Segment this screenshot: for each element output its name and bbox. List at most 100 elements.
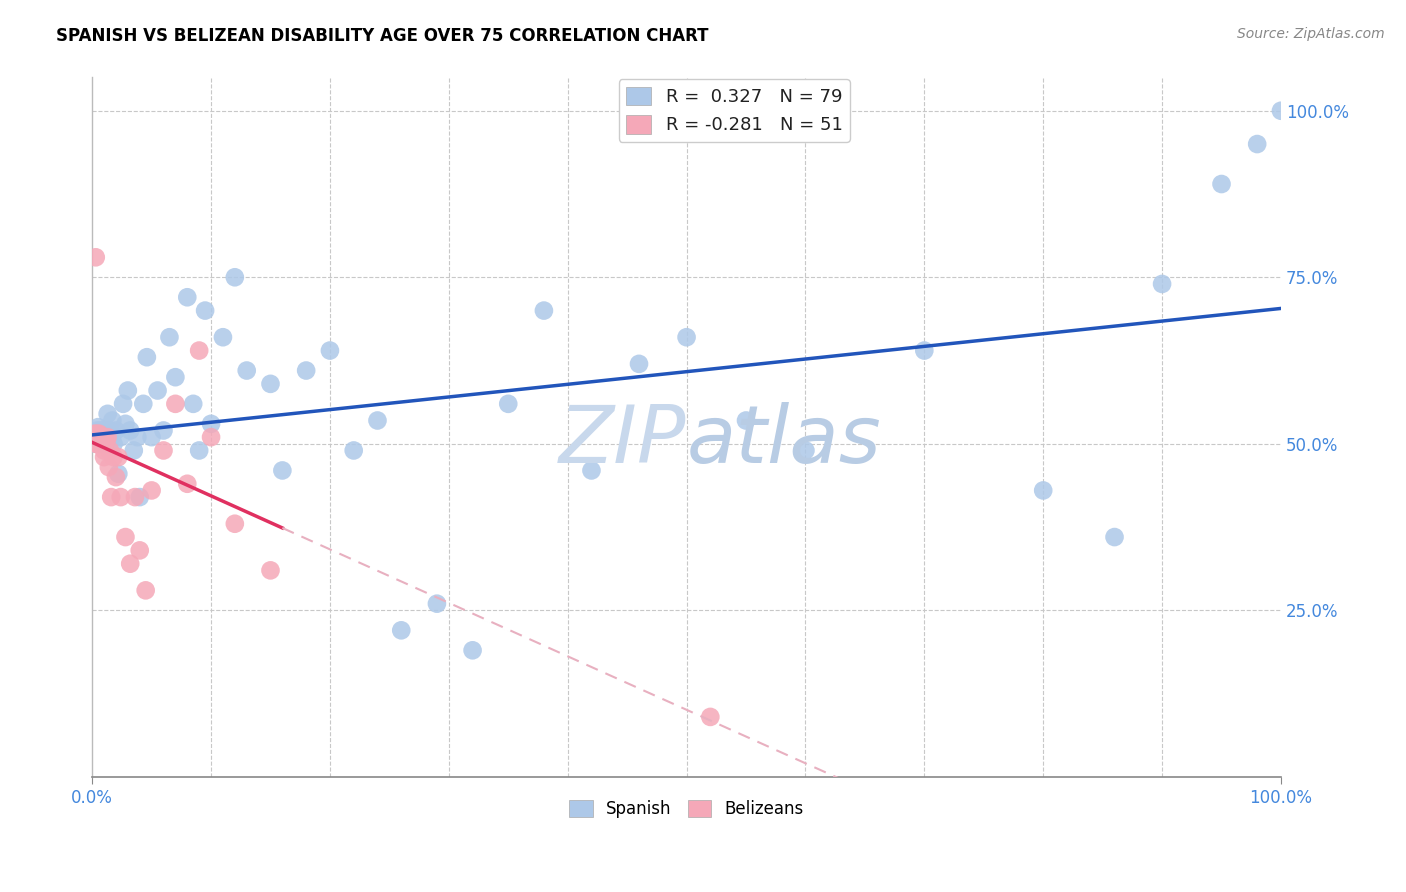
- Point: [389, 624, 412, 638]
- Point: [114, 417, 136, 431]
- Point: [93, 443, 115, 458]
- Point: [104, 470, 127, 484]
- Point: [98, 424, 121, 438]
- Point: [135, 350, 157, 364]
- Point: [84, 437, 107, 451]
- Point: [91, 430, 114, 444]
- Point: [188, 343, 211, 358]
- Point: [89, 437, 111, 451]
- Point: [200, 417, 222, 431]
- Point: [912, 343, 935, 358]
- Point: [89, 430, 111, 444]
- Point: [87, 434, 110, 448]
- Point: [89, 426, 111, 441]
- Point: [89, 430, 111, 444]
- Point: [141, 483, 163, 498]
- Point: [120, 424, 142, 438]
- Point: [90, 426, 112, 441]
- Point: [426, 597, 449, 611]
- Point: [87, 426, 110, 441]
- Point: [89, 437, 111, 451]
- Point: [94, 437, 117, 451]
- Point: [259, 376, 281, 391]
- Point: [83, 430, 105, 444]
- Point: [533, 303, 555, 318]
- Point: [84, 437, 107, 451]
- Point: [87, 430, 110, 444]
- Text: ZIP: ZIP: [560, 402, 686, 480]
- Point: [224, 270, 246, 285]
- Point: [1032, 483, 1054, 498]
- Point: [93, 437, 115, 451]
- Point: [86, 424, 108, 438]
- Point: [90, 434, 112, 448]
- Point: [89, 430, 111, 444]
- Point: [176, 476, 198, 491]
- Point: [89, 434, 111, 448]
- Point: [89, 426, 111, 441]
- Point: [165, 397, 187, 411]
- Point: [122, 443, 145, 458]
- Point: [1104, 530, 1126, 544]
- Point: [212, 330, 235, 344]
- Point: [101, 413, 124, 427]
- Point: [103, 450, 125, 464]
- Point: [194, 303, 217, 318]
- Point: [87, 426, 110, 441]
- Point: [117, 384, 139, 398]
- Point: [84, 250, 107, 264]
- Point: [86, 430, 108, 444]
- Point: [188, 443, 211, 458]
- Point: [496, 397, 519, 411]
- Point: [124, 490, 146, 504]
- Point: [90, 430, 112, 444]
- Point: [200, 430, 222, 444]
- Point: [110, 490, 132, 504]
- Point: [83, 430, 105, 444]
- Point: [90, 430, 112, 444]
- Point: [86, 430, 108, 444]
- Point: [132, 397, 155, 411]
- Point: [152, 424, 174, 438]
- Point: [86, 434, 108, 448]
- Point: [93, 424, 115, 438]
- Point: [91, 430, 114, 444]
- Point: [141, 430, 163, 444]
- Point: [152, 443, 174, 458]
- Point: [84, 426, 107, 441]
- Point: [127, 430, 149, 444]
- Point: [104, 424, 127, 438]
- Point: [86, 430, 108, 444]
- Point: [100, 430, 122, 444]
- Point: [110, 430, 132, 444]
- Point: [107, 467, 129, 481]
- Point: [89, 424, 111, 438]
- Point: [271, 463, 294, 477]
- Point: [128, 543, 150, 558]
- Point: [87, 430, 110, 444]
- Point: [366, 413, 388, 427]
- Point: [627, 357, 650, 371]
- Point: [1211, 177, 1233, 191]
- Point: [176, 290, 198, 304]
- Point: [103, 437, 125, 451]
- Point: [96, 434, 118, 448]
- Point: [94, 430, 117, 444]
- Point: [581, 463, 603, 477]
- Point: [224, 516, 246, 531]
- Point: [146, 384, 169, 398]
- Point: [235, 363, 257, 377]
- Point: [96, 426, 118, 441]
- Point: [159, 330, 181, 344]
- Point: [259, 563, 281, 577]
- Point: [295, 363, 318, 377]
- Point: [91, 434, 114, 448]
- Point: [1270, 103, 1292, 118]
- Point: [89, 437, 111, 451]
- Point: [89, 437, 111, 451]
- Point: [319, 343, 342, 358]
- Point: [112, 397, 135, 411]
- Point: [699, 710, 721, 724]
- Point: [181, 397, 204, 411]
- Point: [97, 437, 120, 451]
